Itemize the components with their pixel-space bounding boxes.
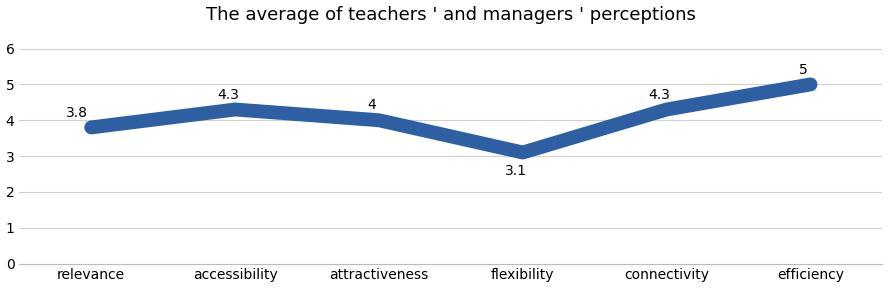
Text: 4.3: 4.3	[217, 88, 239, 102]
Text: 4: 4	[368, 98, 377, 112]
Text: 4.3: 4.3	[648, 88, 670, 102]
Text: 3.1: 3.1	[504, 164, 527, 178]
Text: 3.8: 3.8	[66, 105, 88, 120]
Text: 5: 5	[799, 62, 808, 77]
Title: The average of teachers ' and managers ' perceptions: The average of teachers ' and managers '…	[206, 5, 696, 24]
